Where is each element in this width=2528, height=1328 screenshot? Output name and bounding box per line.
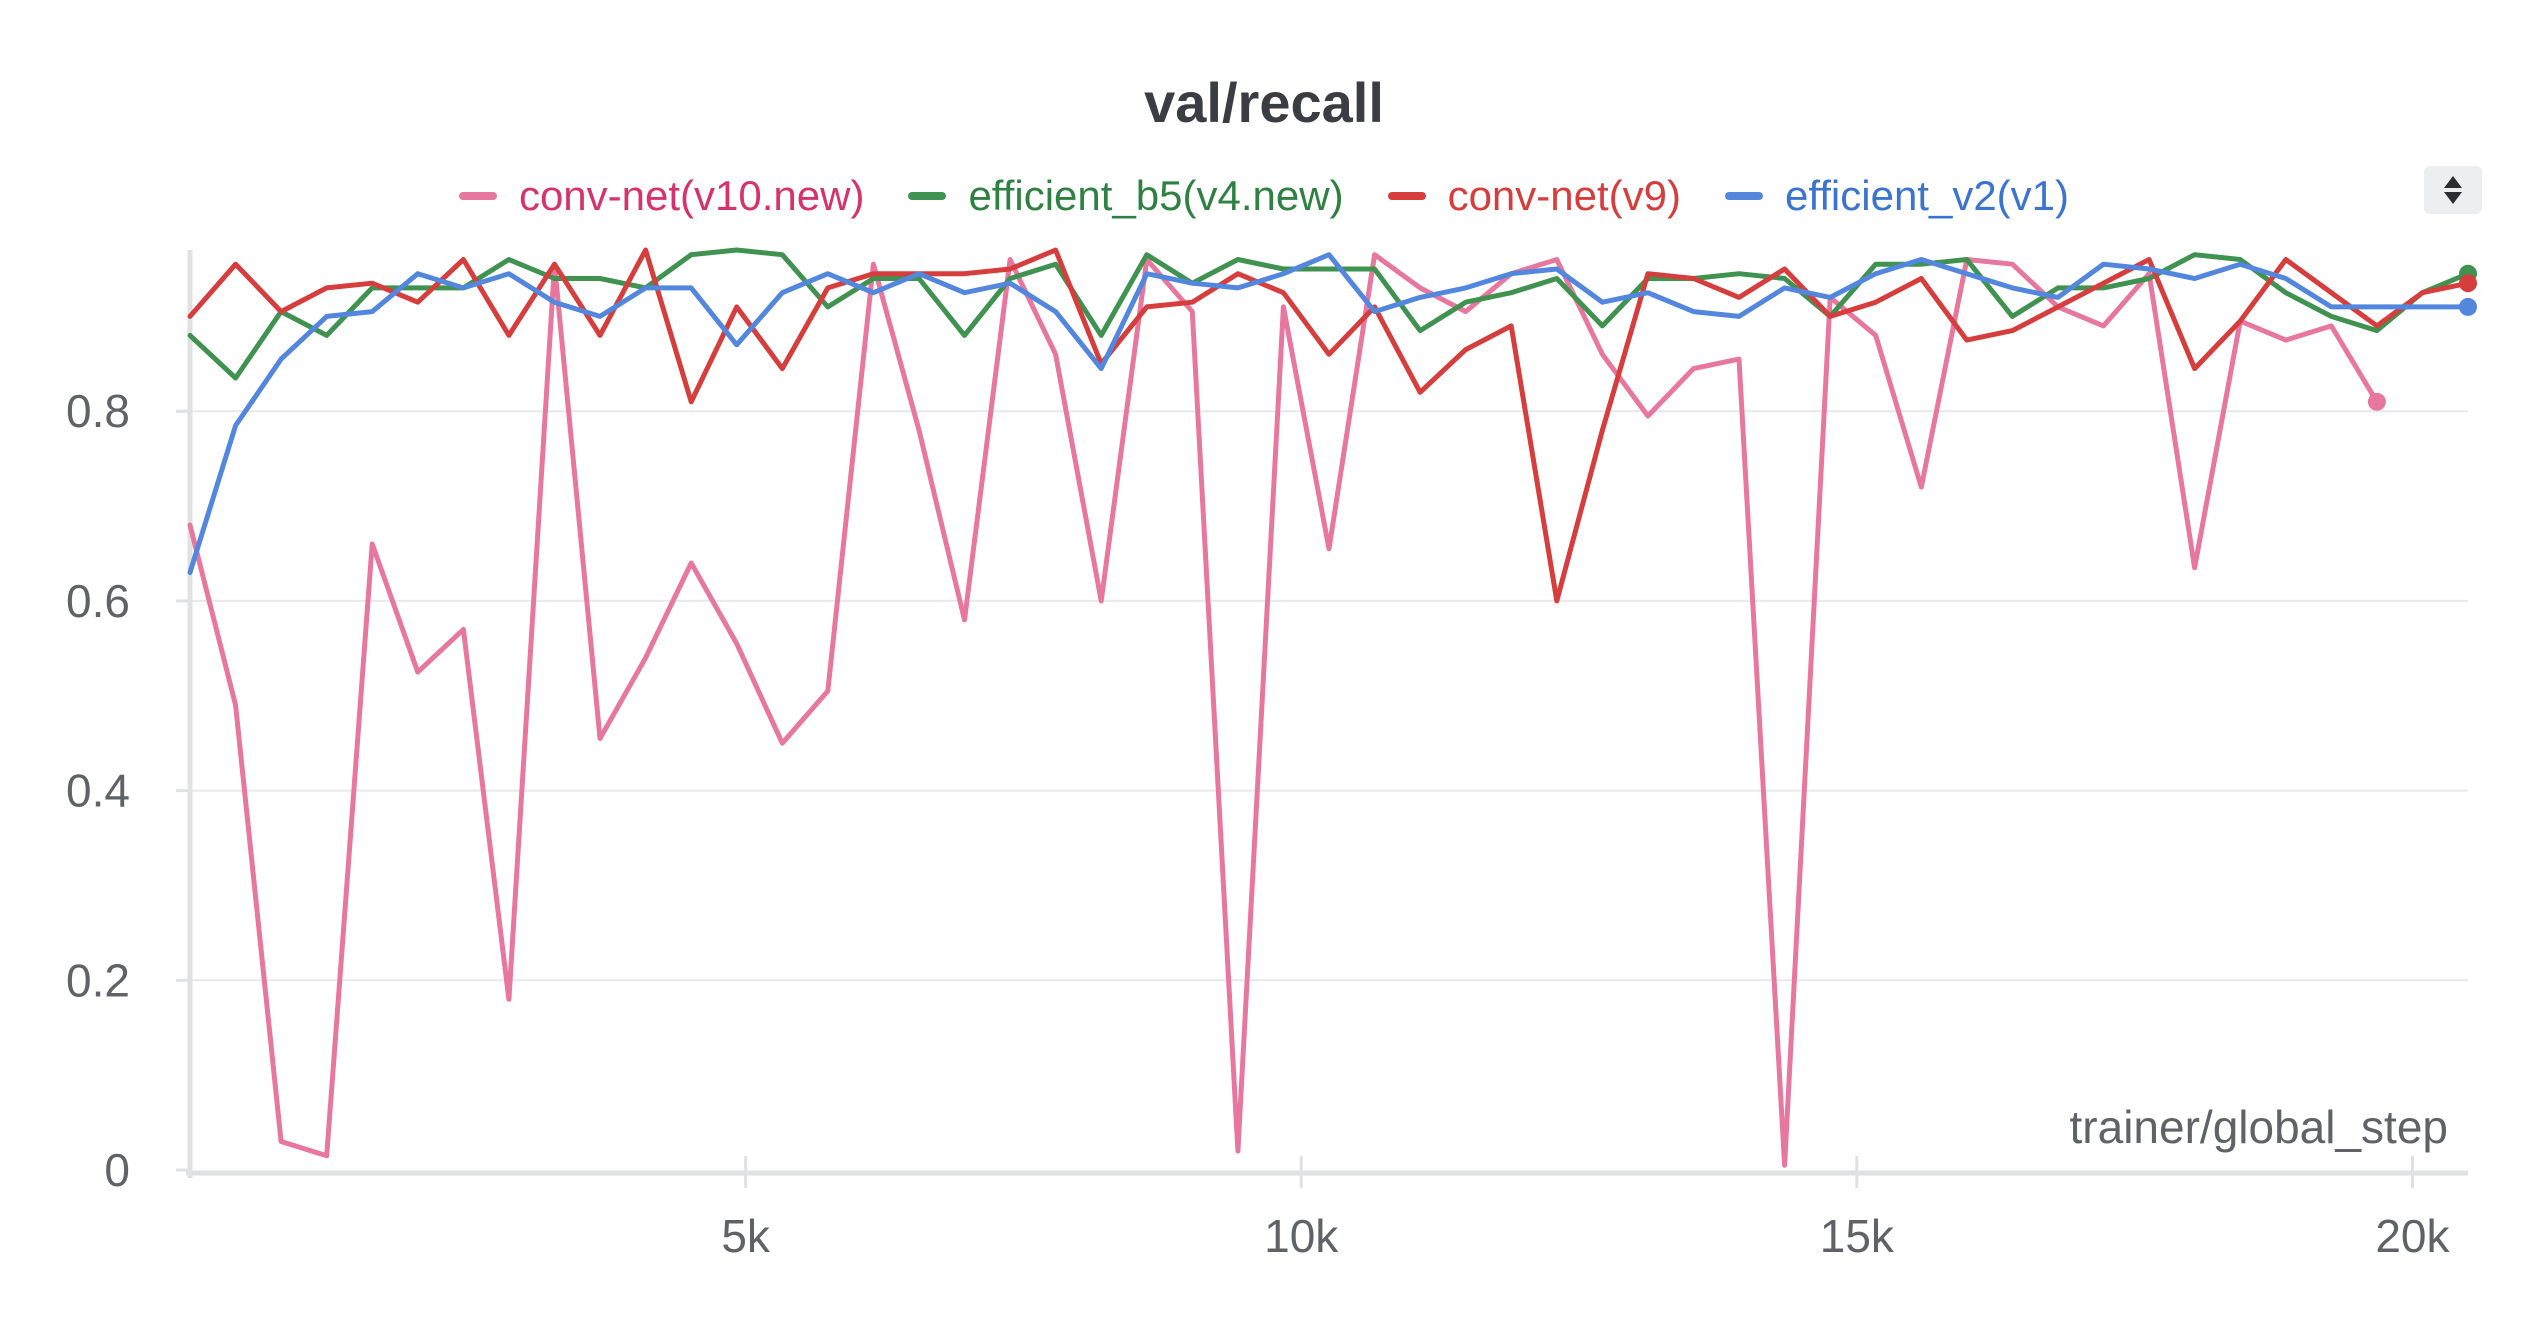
legend-label: conv-net(v10.new) xyxy=(518,172,865,219)
legend-scroll-button[interactable] xyxy=(2424,166,2482,214)
series-line-0 xyxy=(187,252,2380,1168)
y-tick-label: 0.8 xyxy=(66,385,130,437)
chevron-down-icon xyxy=(2444,192,2462,204)
legend: conv-net(v10.new) efficient_b5(v4.new) con… xyxy=(0,166,2528,226)
legend-label: conv-net(v9) xyxy=(1447,172,1681,219)
series-line-1 xyxy=(187,247,2471,381)
series-end-point xyxy=(2459,297,2477,316)
legend-label: efficient_v2(v1) xyxy=(1784,172,2070,219)
axes xyxy=(176,250,2468,1188)
y-tick-label: 0 xyxy=(104,1144,130,1196)
series-end-point xyxy=(2459,274,2477,293)
y-tick-label: 0.4 xyxy=(66,765,130,817)
x-axis-title: trainer/global_step xyxy=(2070,1101,2448,1153)
legend-item[interactable]: efficient_v2(v1) xyxy=(1724,172,2070,220)
legend-swatch xyxy=(458,192,497,200)
tick-labels: 0 0.2 0.4 0.6 0.8 5k 10k 15k 20k xyxy=(66,385,2450,1262)
legend-item[interactable]: conv-net(v9) xyxy=(1387,172,1681,220)
y-tick-label: 0.6 xyxy=(66,575,130,627)
series-line-2 xyxy=(187,247,2471,604)
grid-lines xyxy=(190,410,2468,982)
legend-label: efficient_b5(v4.new) xyxy=(968,172,1344,219)
series-end-point xyxy=(2367,392,2386,411)
legend-item[interactable]: efficient_b5(v4.new) xyxy=(908,172,1344,220)
x-tick-label: 15k xyxy=(1820,1210,1895,1262)
x-tick-label: 20k xyxy=(2375,1210,2450,1262)
chevron-up-icon xyxy=(2444,176,2462,188)
x-tick-label: 5k xyxy=(721,1210,771,1262)
legend-swatch xyxy=(908,192,947,200)
legend-item[interactable]: conv-net(v10.new) xyxy=(458,172,865,220)
series-lines xyxy=(187,247,2477,1168)
chart-title: val/recall xyxy=(1144,71,1384,134)
series-line-3 xyxy=(187,252,2471,575)
legend-swatch xyxy=(1387,192,1426,200)
x-tick-label: 10k xyxy=(1264,1210,1339,1262)
y-tick-label: 0.2 xyxy=(66,954,130,1006)
legend-swatch xyxy=(1724,192,1763,200)
